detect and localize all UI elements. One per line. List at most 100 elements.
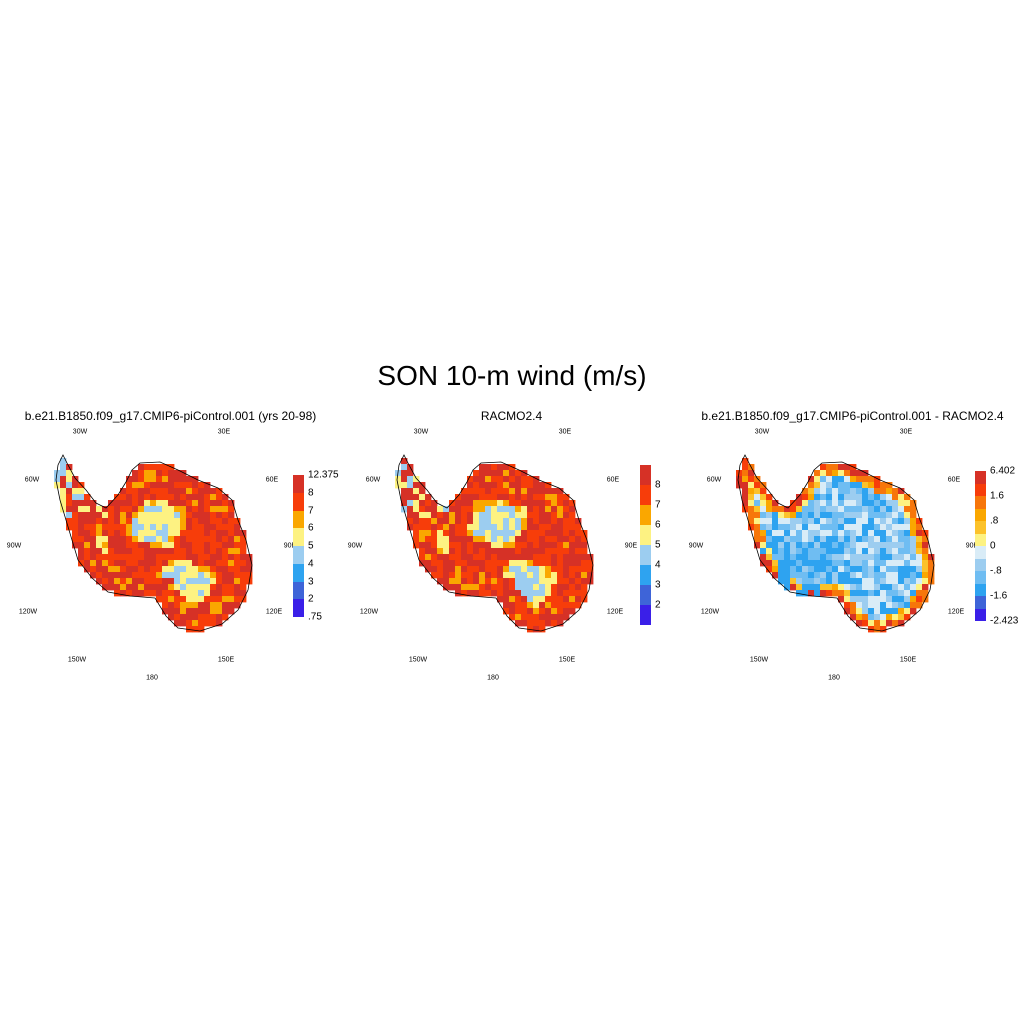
colorbar-swatch (975, 533, 986, 546)
colorbar-swatch (640, 585, 651, 605)
longitude-label: 90E (624, 542, 638, 550)
colorbar-swatch (975, 571, 986, 584)
longitude-label: 60E (265, 476, 279, 484)
colorbar-swatch (640, 525, 651, 545)
colorbar-swatch (975, 496, 986, 509)
antarctica-map (54, 454, 253, 633)
colorbar-label: 3 (308, 576, 314, 587)
colorbar-label: 6.402 (990, 465, 1016, 477)
colorbar-label: .75 (308, 611, 322, 623)
colorbar-label: 7 (655, 499, 661, 511)
colorbar-swatch (293, 510, 304, 529)
colorbar-label: 6 (308, 522, 314, 534)
panel-title: RACMO2.4 (480, 409, 543, 423)
longitude-label: 180 (146, 674, 158, 682)
coastline (396, 454, 594, 632)
colorbar-swatch (640, 565, 651, 585)
colorbar-label: 3 (655, 579, 661, 591)
longitude-label: 60E (947, 476, 961, 484)
colorbar-label: 0 (990, 540, 996, 552)
longitude-label: 150E (899, 656, 917, 664)
colorbar-swatch (975, 546, 986, 559)
colorbar-swatch (293, 581, 304, 600)
colorbar-swatch (640, 605, 651, 625)
colorbar-label: 6 (655, 519, 661, 531)
longitude-label: 120E (265, 608, 283, 616)
longitude-label: 30E (558, 428, 572, 436)
map-panel-difference: b.e21.B1850.f09_g17.CMIP6-piControl.001 … (682, 405, 1023, 695)
longitude-label: 150W (408, 656, 428, 664)
map-panel-model: b.e21.B1850.f09_g17.CMIP6-piControl.001 … (0, 405, 341, 695)
longitude-label: 90E (965, 542, 979, 550)
colorbar-swatch (975, 483, 986, 496)
longitude-label: 30W (754, 428, 770, 436)
longitude-label: 150W (749, 656, 769, 664)
colorbar-label: 7 (308, 505, 314, 516)
colorbar-swatch (975, 508, 986, 521)
longitude-label: 90W (6, 542, 22, 550)
longitude-label: 150E (217, 656, 235, 664)
longitude-label: 30E (899, 428, 913, 436)
colorbar-label: 4 (308, 558, 314, 570)
antarctica-map (395, 454, 594, 633)
colorbar-swatch (293, 546, 304, 564)
longitude-label: 60W (706, 476, 722, 484)
wind-field-grid (395, 458, 594, 633)
colorbar-swatch (975, 596, 986, 609)
longitude-label: 60W (365, 476, 381, 484)
longitude-label: 60E (606, 476, 620, 484)
longitude-label: 180 (828, 674, 840, 682)
figure-title: SON 10-m wind (m/s) (377, 360, 647, 391)
colorbar-swatch (975, 471, 986, 484)
wind-field-grid (736, 458, 935, 633)
colorbar-swatch (975, 558, 986, 571)
panel-title: b.e21.B1850.f09_g17.CMIP6-piControl.001 … (701, 409, 1004, 423)
longitude-label: 90W (688, 542, 704, 550)
colorbar-swatch (975, 608, 986, 621)
wind-field-grid (54, 458, 253, 633)
longitude-label: 90W (347, 542, 363, 550)
colorbar-swatch (293, 599, 304, 617)
longitude-label: 90E (283, 542, 297, 550)
coastline (737, 454, 935, 632)
colorbar-label: 1.6 (990, 490, 1004, 502)
colorbar-swatch (640, 505, 651, 525)
colorbar-swatch (640, 465, 651, 485)
longitude-label: 30W (413, 428, 429, 436)
longitude-label: 120E (606, 608, 624, 616)
colorbar-label: -2.423 (990, 615, 1019, 627)
longitude-label: 30E (217, 428, 231, 436)
longitude-label: 120W (700, 608, 720, 616)
colorbar-swatch (975, 583, 986, 596)
antarctica-map (736, 454, 935, 633)
colorbar-label: 4 (655, 559, 661, 571)
longitude-label: 150W (67, 656, 87, 664)
longitude-label: 180 (487, 674, 499, 682)
colorbar-swatch (640, 545, 651, 565)
longitude-label: 30W (72, 428, 88, 436)
colorbar-label: .8 (990, 515, 999, 527)
colorbar-label: -.8 (990, 565, 1002, 577)
colorbar-label: 5 (655, 539, 661, 551)
colorbar-swatch (975, 521, 986, 534)
colorbar-label: 12.375 (308, 469, 339, 481)
colorbar-swatch (293, 563, 304, 582)
longitude-label: 120W (18, 608, 38, 616)
colorbar-swatch (640, 485, 651, 505)
longitude-label: 120W (359, 608, 379, 616)
map-panel-racmo: RACMO2.4 30W 30E 60W 60E 90W 90E 120W 120E 150W 1… (341, 405, 682, 695)
colorbar-label: 2 (308, 593, 314, 605)
coastline (55, 454, 253, 632)
colorbar-label: 8 (308, 487, 314, 499)
longitude-label: 120E (947, 608, 965, 616)
colorbar-label: 8 (655, 479, 661, 491)
colorbar-swatch (293, 492, 304, 511)
colorbar-swatch (293, 528, 304, 546)
colorbar-swatch (293, 475, 304, 493)
colorbar-label: 5 (308, 540, 314, 552)
longitude-label: 60W (24, 476, 40, 484)
longitude-label: 150E (558, 656, 576, 664)
colorbar-label: -1.6 (990, 590, 1008, 602)
colorbar-label: 2 (655, 599, 661, 611)
panel-title: b.e21.B1850.f09_g17.CMIP6-piControl.001 … (24, 409, 317, 423)
